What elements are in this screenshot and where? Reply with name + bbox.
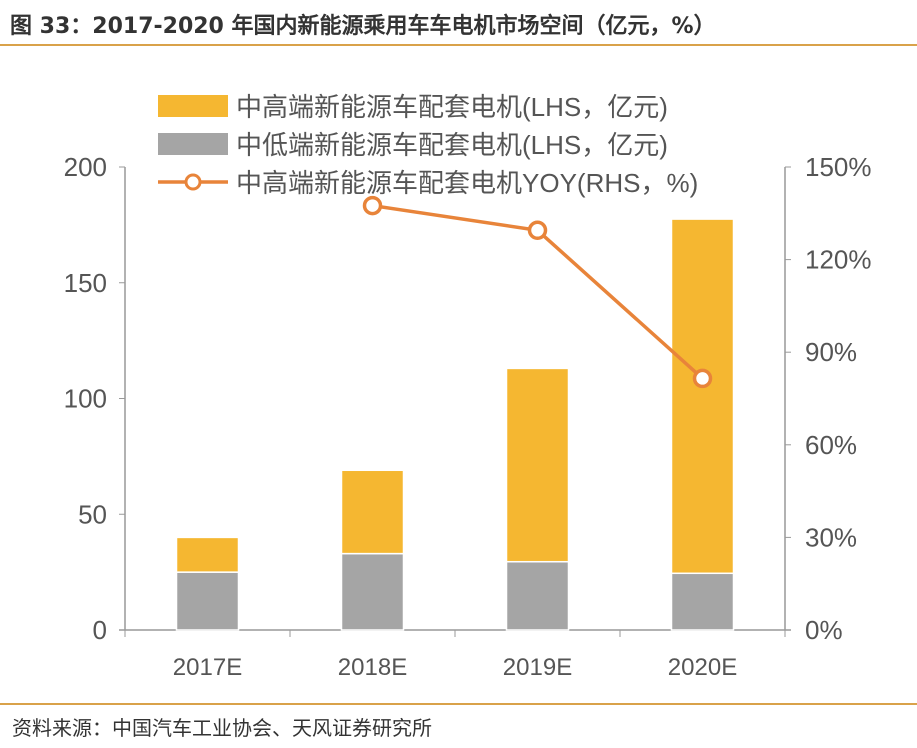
left-tick-label: 100 (64, 384, 107, 414)
right-tick-label: 90% (805, 337, 857, 367)
left-tick-label: 150 (64, 268, 107, 298)
left-tick-label: 0 (93, 615, 107, 645)
legend-label: 中低端新能源车配套电机(LHS，亿元) (236, 130, 668, 160)
bar-2018E (340, 552, 405, 631)
chart-title: 图 33：2017-2020 年国内新能源乘用车车电机市场空间（亿元，%） (10, 14, 716, 39)
right-tick-label: 60% (805, 430, 857, 460)
x-tick-label: 2018E (338, 654, 407, 681)
right-tick-label: 150% (805, 152, 872, 182)
legend-swatch (158, 95, 228, 117)
legend-swatch (158, 133, 228, 155)
bar-2019E (505, 560, 570, 631)
bar-2020E (670, 572, 735, 631)
source-note: 资料来源：中国汽车工业协会、天风证券研究所 (12, 716, 432, 740)
right-tick-label: 0% (805, 615, 843, 645)
bar-2017E (175, 536, 240, 573)
chart: 0 50 100 150 200 0% 30% 60% 90% 120% 150% 2017E 2018… (64, 92, 872, 681)
yoy-point (692, 368, 713, 389)
left-tick-label: 200 (64, 152, 107, 182)
source-divider (0, 703, 917, 705)
yoy-point (527, 220, 548, 241)
right-tick-label: 30% (805, 522, 857, 552)
legend-label: 中高端新能源车配套电机(LHS，亿元) (236, 92, 668, 122)
left-tick-label: 50 (78, 499, 107, 529)
title-divider (0, 44, 917, 46)
x-tick-label: 2020E (668, 654, 737, 681)
bar-2018E (340, 469, 405, 555)
x-tick-label: 2019E (503, 654, 572, 681)
bar-2020E (670, 218, 735, 575)
x-tick-label: 2017E (173, 654, 242, 681)
legend-label: 中高端新能源车配套电机YOY(RHS，%) (236, 168, 698, 198)
yoy-point (362, 195, 383, 216)
bar-2019E (505, 367, 570, 563)
legend-marker (184, 173, 202, 191)
right-tick-label: 120% (805, 245, 872, 275)
bar-2017E (175, 571, 240, 631)
